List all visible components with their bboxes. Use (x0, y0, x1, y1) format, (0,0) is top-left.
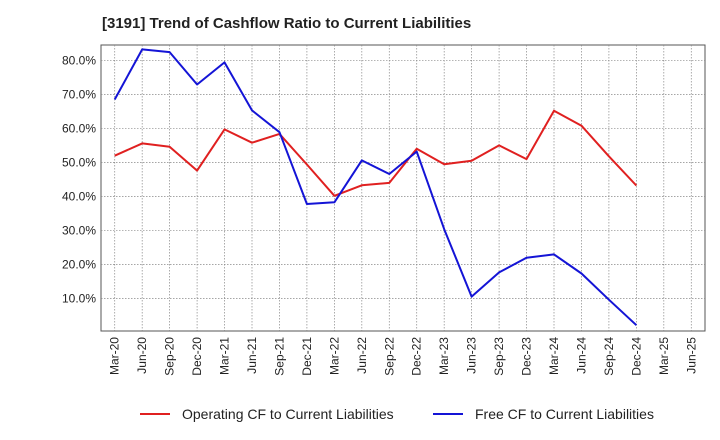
x-tick-label: Mar-24 (547, 337, 561, 375)
y-tick-label: 30.0% (62, 224, 96, 238)
x-tick-label: Jun-23 (465, 337, 479, 374)
x-tick-label: Dec-22 (410, 337, 424, 376)
x-tick-label: Jun-24 (574, 337, 588, 374)
gridlines (101, 45, 705, 331)
x-tick-label: Mar-21 (218, 337, 232, 375)
x-tick-label: Mar-23 (437, 337, 451, 375)
x-tick-label: Mar-20 (108, 337, 122, 375)
legend: Operating CF to Current Liabilities Free … (140, 406, 654, 422)
x-tick-label: Jun-25 (684, 337, 698, 374)
x-tick-label: Sep-21 (272, 337, 286, 376)
x-tick-label: Sep-24 (602, 337, 616, 376)
y-tick-label: 40.0% (62, 190, 96, 204)
y-tick-label: 60.0% (62, 121, 96, 135)
y-axis: 10.0% 20.0% 30.0% 40.0% 50.0% 60.0% 70.0% 80.0% (62, 53, 96, 305)
y-tick-label: 50.0% (62, 155, 96, 169)
series-line-1 (114, 109, 638, 197)
x-tick-label: Mar-25 (657, 337, 671, 375)
x-tick-label: Jun-21 (245, 337, 259, 374)
x-tick-label: Dec-24 (629, 337, 643, 376)
x-tick-label: Jun-22 (355, 337, 369, 374)
plot-area (100, 44, 706, 332)
series-lines (113, 48, 638, 326)
y-tick-label: 10.0% (62, 292, 96, 306)
x-axis: Mar-20 Jun-20 Sep-20 Dec-20 Mar-21 Jun-21 Sep-… (108, 337, 699, 376)
y-tick-label: 80.0% (62, 53, 96, 67)
legend-label-2: Free CF to Current Liabilities (475, 406, 654, 422)
legend-label-1: Operating CF to Current Liabilities (182, 406, 394, 422)
x-tick-label: Dec-20 (190, 337, 204, 376)
x-tick-label: Dec-23 (520, 337, 534, 376)
x-tick-label: Sep-22 (382, 337, 396, 376)
series-line-2 (113, 48, 638, 326)
plot-frame (100, 44, 706, 332)
x-tick-label: Mar-22 (327, 337, 341, 375)
chart-title: [3191] Trend of Cashflow Ratio to Curren… (102, 15, 472, 32)
x-tick-label: Sep-23 (492, 337, 506, 376)
y-tick-label: 70.0% (62, 87, 96, 101)
x-tick-label: Dec-21 (300, 337, 314, 376)
x-tick-label: Sep-20 (163, 337, 177, 376)
y-tick-label: 20.0% (62, 258, 96, 272)
x-tick-label: Jun-20 (135, 337, 149, 374)
